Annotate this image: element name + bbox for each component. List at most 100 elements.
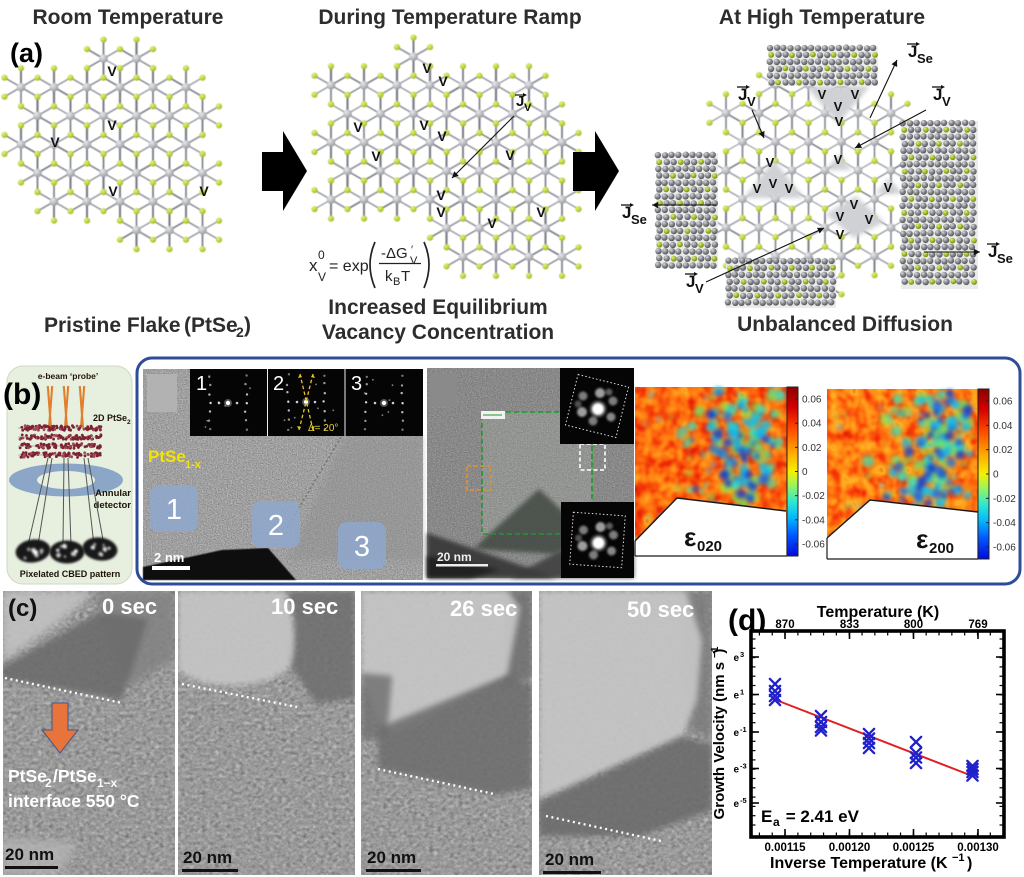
svg-text:′: ′ — [411, 244, 413, 256]
svg-text:(a): (a) — [10, 38, 43, 68]
svg-text:V: V — [438, 73, 448, 89]
svg-text:V: V — [836, 227, 845, 242]
svg-text:During Temperature Ramp: During Temperature Ramp — [318, 6, 581, 29]
svg-text:20 nm: 20 nm — [437, 550, 472, 564]
svg-text:k: k — [385, 268, 393, 285]
svg-text:e: e — [733, 653, 739, 664]
svg-text:PtSe: PtSe — [148, 447, 186, 466]
svg-text:0.02: 0.02 — [802, 443, 822, 454]
svg-text:26 sec: 26 sec — [450, 596, 517, 621]
svg-text:V: V — [437, 128, 447, 144]
svg-text:800: 800 — [904, 619, 923, 631]
svg-text:J: J — [738, 85, 747, 104]
svg-text:V: V — [818, 87, 827, 102]
svg-text:ε: ε — [684, 522, 696, 552]
svg-text:0: 0 — [318, 248, 325, 262]
svg-text:1: 1 — [740, 688, 744, 697]
svg-text:2D PtSe: 2D PtSe — [93, 413, 127, 423]
svg-text:200: 200 — [929, 540, 954, 557]
svg-text:V: V — [371, 148, 381, 164]
svg-text:V: V — [436, 187, 446, 203]
svg-text:V: V — [834, 152, 843, 167]
svg-text:V: V — [108, 183, 118, 199]
svg-text:2: 2 — [127, 419, 131, 426]
svg-text:ε: ε — [916, 524, 928, 554]
svg-text:2: 2 — [273, 373, 284, 395]
svg-text:J: J — [622, 203, 631, 222]
svg-text:): ) — [244, 314, 251, 337]
svg-text:V: V — [199, 183, 209, 199]
svg-text:0 sec: 0 sec — [102, 594, 157, 619]
svg-text:3: 3 — [740, 650, 744, 659]
svg-text:V: V — [505, 147, 515, 163]
svg-text:-0.04: -0.04 — [802, 515, 825, 526]
svg-text:a: a — [773, 815, 780, 829]
svg-text:Inverse Temperature (K: Inverse Temperature (K — [770, 855, 948, 872]
svg-text:V: V — [769, 176, 778, 191]
svg-text:V: V — [536, 204, 546, 220]
svg-text:V: V — [834, 99, 843, 114]
svg-text:10 sec: 10 sec — [271, 594, 338, 619]
svg-text:(c): (c) — [8, 595, 37, 622]
svg-text:V: V — [436, 204, 446, 220]
svg-text:V: V — [884, 180, 893, 195]
svg-text:e: e — [733, 728, 739, 739]
svg-text:V: V — [835, 114, 844, 129]
svg-text:V: V — [318, 270, 326, 284]
svg-text:V: V — [836, 209, 845, 224]
svg-text:V: V — [487, 215, 497, 231]
svg-text:Increased Equilibrium: Increased Equilibrium — [328, 296, 547, 319]
svg-text:V: V — [419, 117, 429, 133]
svg-text:V: V — [422, 60, 432, 76]
svg-text:0.06: 0.06 — [802, 395, 822, 406]
svg-text:0.00115: 0.00115 — [765, 842, 807, 854]
svg-text:2: 2 — [268, 510, 284, 542]
svg-text:= 2.41 eV: = 2.41 eV — [781, 807, 860, 826]
svg-text:870: 870 — [775, 619, 794, 631]
svg-text:20 nm: 20 nm — [5, 845, 54, 864]
svg-text:V: V — [107, 63, 117, 79]
svg-text:e-beam ‘probe’: e-beam ‘probe’ — [38, 371, 98, 381]
svg-text:0: 0 — [993, 470, 999, 481]
svg-text:V: V — [353, 119, 363, 135]
svg-text:0.00120: 0.00120 — [829, 842, 871, 854]
svg-text:x: x — [309, 256, 318, 275]
svg-text:e: e — [733, 691, 739, 702]
svg-text:-3: -3 — [740, 762, 747, 771]
svg-text:Se: Se — [631, 212, 647, 227]
svg-text:0.04: 0.04 — [993, 421, 1013, 432]
svg-text:20 nm: 20 nm — [367, 848, 416, 867]
svg-text:833: 833 — [840, 619, 859, 631]
svg-text:Se: Se — [917, 51, 933, 66]
svg-text:1−x: 1−x — [97, 776, 118, 790]
svg-text:Growth Velocity (nm s ): Growth Velocity (nm s ) — [711, 649, 728, 820]
svg-text:Unbalanced Diffusion: Unbalanced Diffusion — [737, 313, 953, 336]
svg-text:3: 3 — [351, 373, 362, 395]
svg-text:e: e — [733, 799, 739, 810]
svg-text:V: V — [785, 181, 794, 196]
svg-text:Temperature (K): Temperature (K) — [817, 604, 939, 621]
svg-text:V: V — [865, 212, 874, 227]
svg-text:Annular: Annular — [95, 488, 131, 499]
svg-text:-1: -1 — [740, 725, 747, 734]
svg-text:J: J — [933, 85, 942, 104]
svg-text:Se: Se — [997, 251, 1013, 266]
svg-text:J: J — [516, 93, 524, 110]
svg-text:0.06: 0.06 — [993, 397, 1013, 408]
svg-text:V: V — [695, 281, 704, 296]
svg-text:e: e — [733, 765, 739, 776]
svg-text:J: J — [908, 42, 917, 61]
svg-text:Room Temperature: Room Temperature — [33, 6, 224, 29]
svg-text:V: V — [753, 181, 762, 196]
svg-text:−1: −1 — [710, 646, 721, 658]
svg-text:-0.04: -0.04 — [993, 518, 1016, 529]
svg-text:Pixelated CBED pattern: Pixelated CBED pattern — [20, 569, 121, 579]
svg-text:50 sec: 50 sec — [627, 597, 694, 622]
svg-text:interface 550 °C: interface 550 °C — [8, 791, 140, 811]
svg-text:V: V — [766, 155, 775, 170]
svg-text:PtSe: PtSe — [8, 766, 47, 786]
svg-text:0.00130: 0.00130 — [957, 842, 999, 854]
svg-text:2: 2 — [236, 324, 244, 340]
svg-text:V: V — [850, 197, 859, 212]
svg-text:J: J — [686, 272, 695, 291]
